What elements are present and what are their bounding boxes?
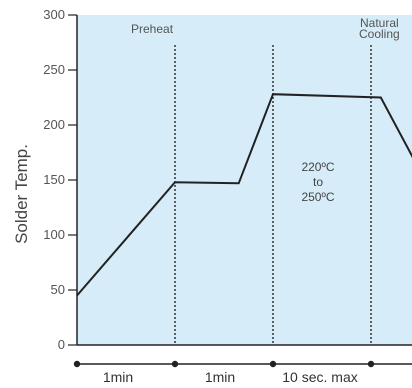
temp-range-line-2: to <box>313 175 323 189</box>
phase-label-natural: Natural <box>360 16 399 30</box>
y-tick-label: 100 <box>43 227 65 242</box>
duration-label-1: 1min <box>103 369 133 385</box>
duration-label-3: 10 sec. max <box>282 369 357 385</box>
temp-range-line-3: 250ºC <box>301 190 334 204</box>
timeline-dot <box>367 360 375 368</box>
y-axis-ticks: 0 50 100 150 200 250 300 <box>43 7 77 352</box>
phase-label-cooling: Cooling <box>359 27 400 41</box>
y-tick-label: 50 <box>51 282 65 297</box>
duration-timeline <box>73 360 412 368</box>
phase-label-preheat: Preheat <box>131 22 174 36</box>
temperature-profile-line <box>76 93 412 297</box>
y-axis-title: Solder Temp. <box>12 144 31 244</box>
duration-label-2: 1min <box>205 369 235 385</box>
plot-background <box>77 15 412 345</box>
y-tick-label: 150 <box>43 172 65 187</box>
timeline-dot <box>269 360 277 368</box>
y-tick-label: 0 <box>58 337 65 352</box>
temp-range-line-1: 220ºC <box>301 160 334 174</box>
y-tick-label: 300 <box>43 7 65 22</box>
timeline-dot <box>73 360 81 368</box>
y-tick-label: 250 <box>43 62 65 77</box>
timeline-dot <box>171 360 179 368</box>
y-tick-label: 200 <box>43 117 65 132</box>
